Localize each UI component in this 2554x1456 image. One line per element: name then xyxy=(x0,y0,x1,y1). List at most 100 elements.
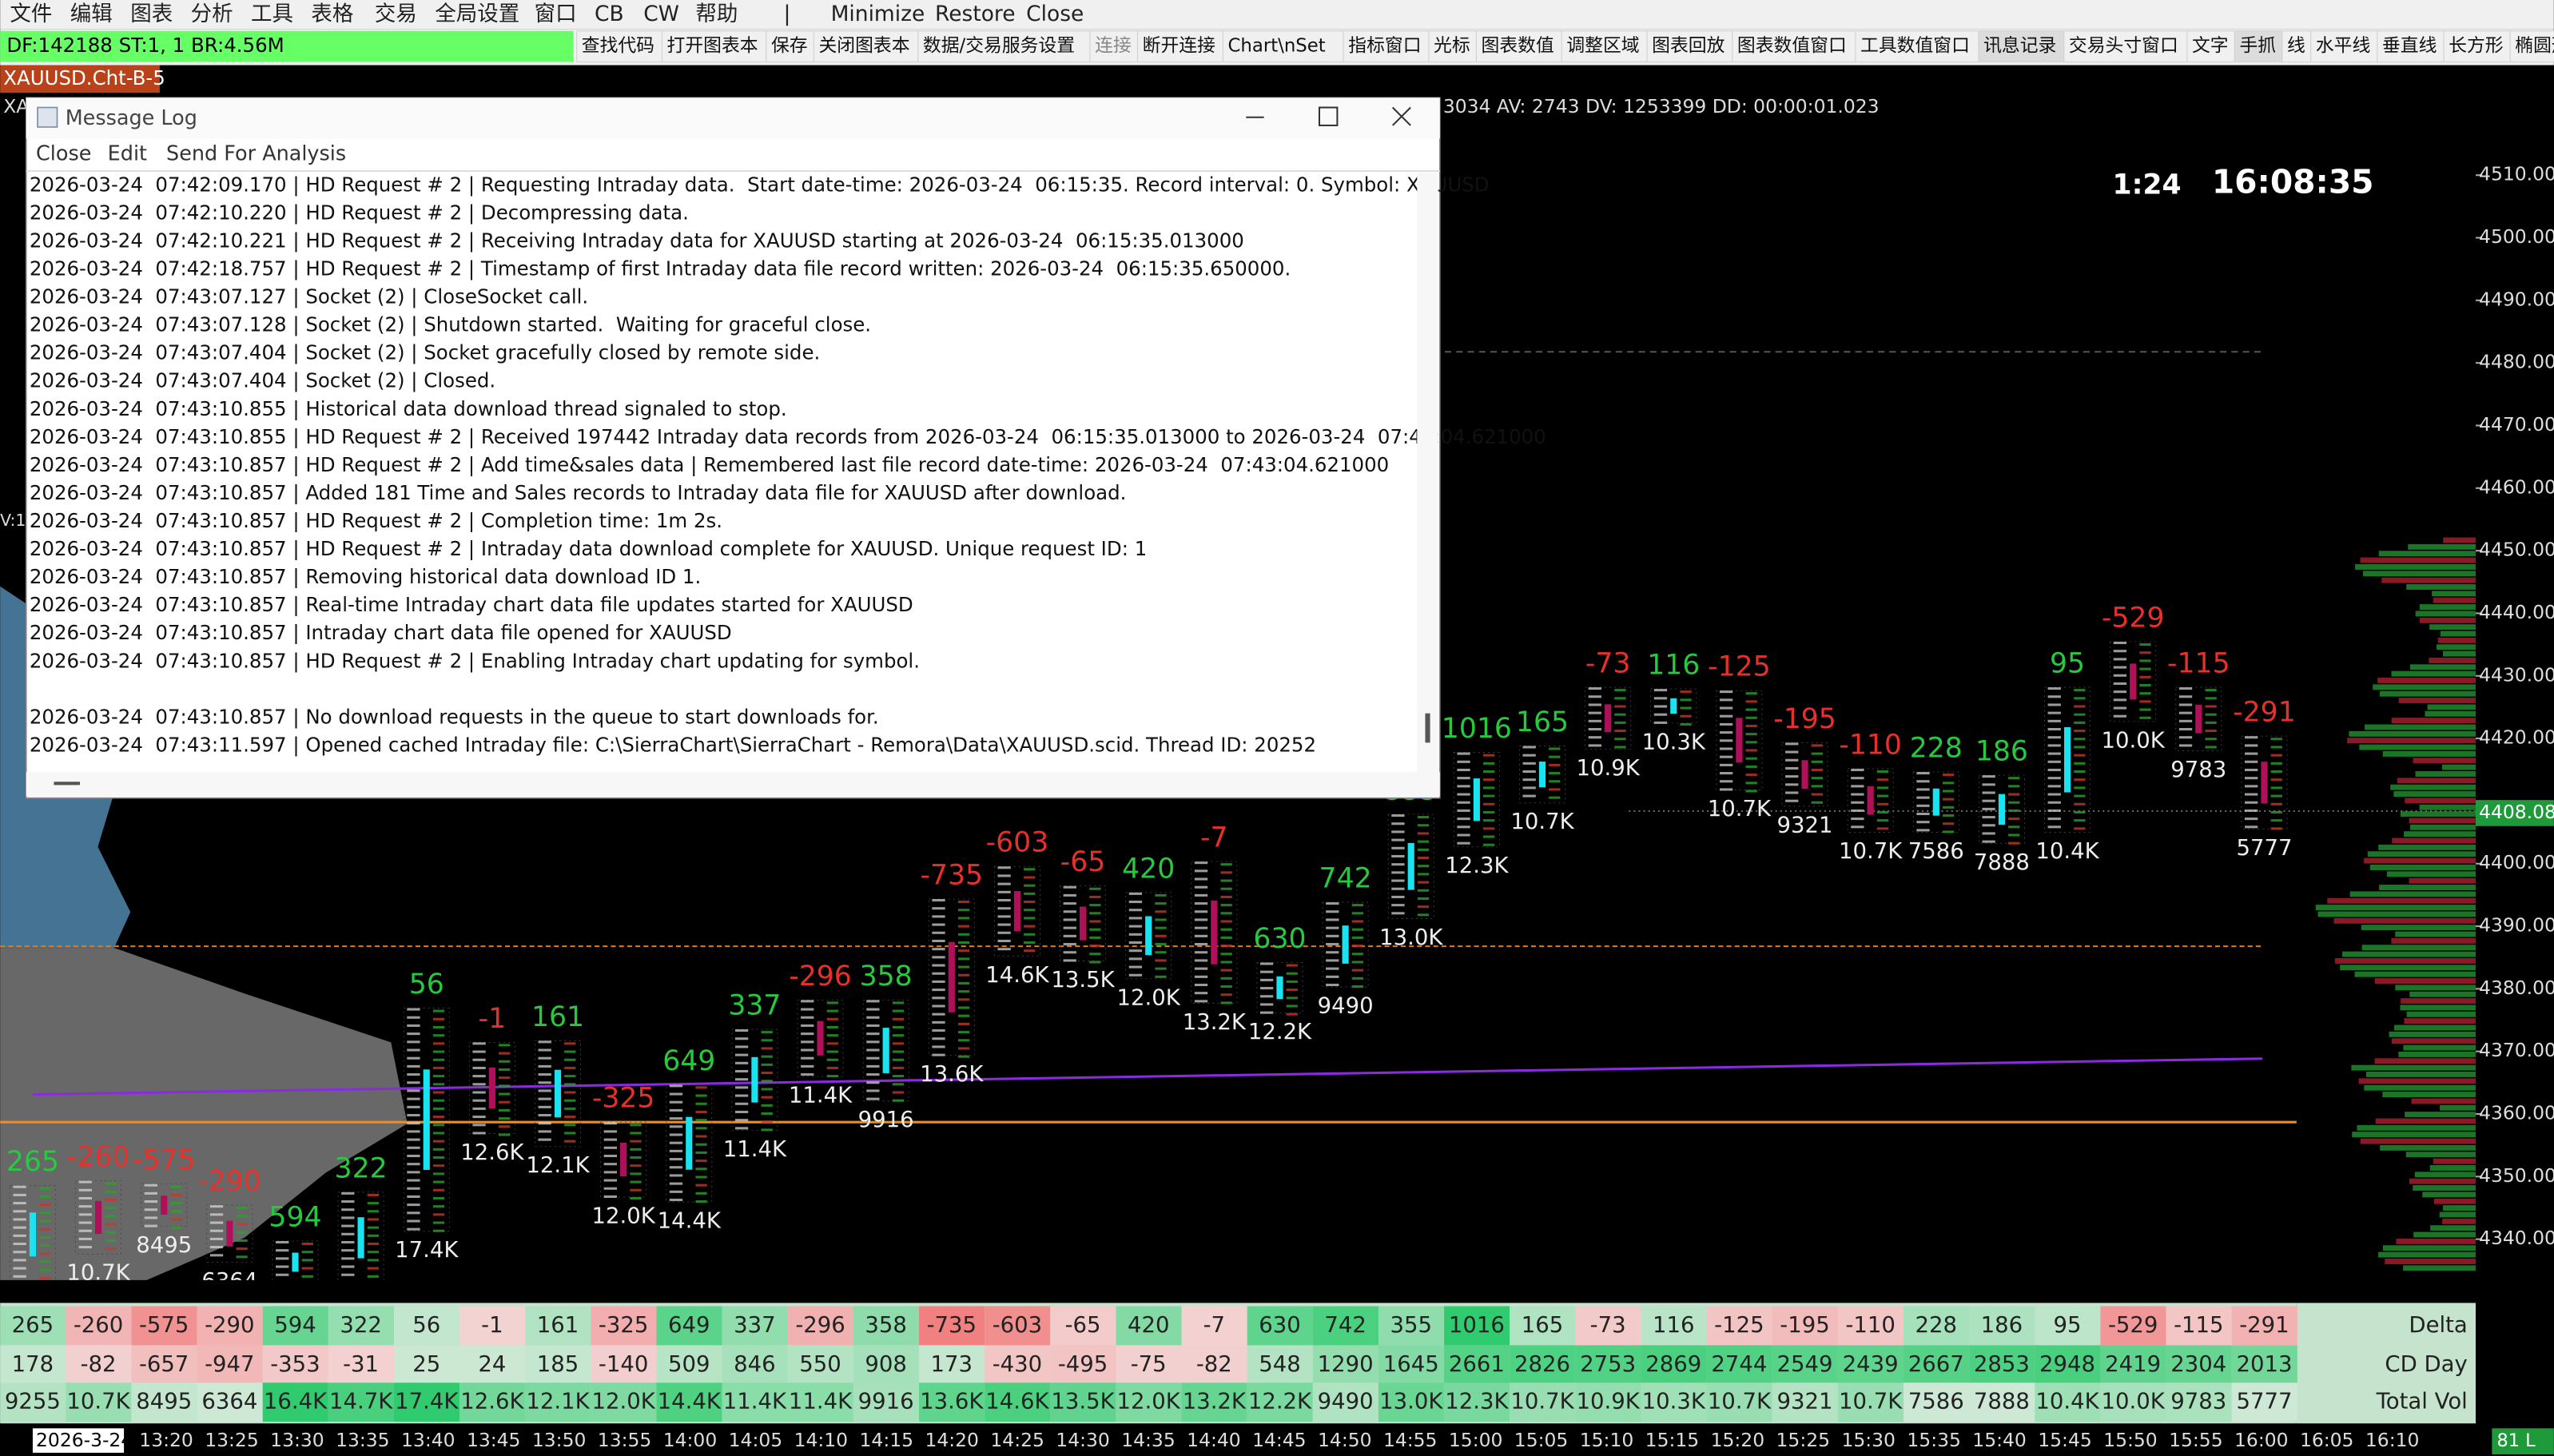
toolbar-button-label: 图表数值 xyxy=(1482,36,1554,57)
table-cell-text: 908 xyxy=(865,1351,907,1377)
toolbar-button[interactable] xyxy=(1561,30,1648,62)
log-menu-item[interactable]: Send For Analysis xyxy=(166,142,346,166)
footprint-cell xyxy=(472,1042,486,1045)
footprint-cell xyxy=(1063,885,1076,889)
menu-item[interactable]: Close xyxy=(1026,2,1084,26)
footprint-cell xyxy=(564,1124,576,1127)
menu-item[interactable]: CW xyxy=(643,2,679,26)
menu-item[interactable]: 窗口 xyxy=(535,2,577,26)
volume-profile-bar xyxy=(2363,571,2476,577)
volume-profile-bar xyxy=(2429,1165,2476,1171)
footprint-cell xyxy=(407,1008,420,1011)
footprint-cell xyxy=(2074,705,2086,708)
footprint xyxy=(1978,774,2025,845)
toolbar-button[interactable] xyxy=(2310,30,2378,62)
footprint-cell xyxy=(2047,719,2061,722)
toolbar-button[interactable] xyxy=(1475,30,1562,62)
volume-label: 10.7K xyxy=(1510,809,1574,834)
footprint-cell xyxy=(499,1060,511,1063)
toolbar-button[interactable] xyxy=(2443,30,2511,62)
time-label: 15:30 xyxy=(1841,1429,1896,1451)
footprint-cell xyxy=(1128,973,1143,977)
volume-label: 7586 xyxy=(1908,838,1964,864)
volume-label: 17.4K xyxy=(395,1237,459,1263)
footprint-cell xyxy=(407,1211,420,1215)
toolbar-button[interactable] xyxy=(2063,30,2188,62)
volume-profile-bar xyxy=(2360,557,2476,563)
toolbar-button-label: 光标 xyxy=(1434,36,1470,57)
footprint-cell xyxy=(1417,897,1430,901)
toolbar-button[interactable] xyxy=(813,30,919,62)
toolbar-button[interactable] xyxy=(766,30,814,62)
footprint-cell xyxy=(341,1249,355,1252)
toolbar-button[interactable] xyxy=(1646,30,1733,62)
toolbar-button[interactable] xyxy=(576,30,662,62)
footprint-cell xyxy=(866,1032,880,1036)
footprint-cell xyxy=(1982,840,1995,843)
footprint-cell xyxy=(1220,863,1232,866)
close-icon[interactable] xyxy=(1391,106,1411,126)
toolbar-button[interactable] xyxy=(2377,30,2445,62)
toolbar-button[interactable] xyxy=(1978,30,2065,62)
table-cell-text: -603 xyxy=(993,1312,1042,1338)
menu-item[interactable]: Restore xyxy=(935,2,1016,26)
toolbar-button[interactable] xyxy=(2509,30,2554,62)
log-line: 2026-03-24 07:43:10.857 | Removing histo… xyxy=(30,565,701,588)
toolbar-button[interactable] xyxy=(2186,30,2235,62)
footprint-cell xyxy=(1417,857,1430,860)
footprint-cell xyxy=(1391,846,1405,849)
menu-item[interactable]: CB xyxy=(595,2,624,26)
footprint-cell xyxy=(432,1034,445,1037)
toolbar-button[interactable] xyxy=(1343,30,1430,62)
footprint-cell xyxy=(932,1053,945,1056)
footprint-cell xyxy=(997,923,1011,926)
footprint-cell xyxy=(407,1171,420,1174)
toolbar-button[interactable] xyxy=(1732,30,1856,62)
footprint-cell xyxy=(1326,926,1339,929)
volume-profile-bar xyxy=(2390,784,2476,790)
candle xyxy=(1473,778,1480,821)
table-cell-text: -657 xyxy=(139,1351,189,1377)
toolbar-button[interactable] xyxy=(1222,30,1344,62)
menu-item[interactable]: 帮助 xyxy=(695,2,738,26)
toolbar-button[interactable] xyxy=(2281,30,2312,62)
volume-profile-bar xyxy=(2377,678,2476,683)
menu-item[interactable]: 表格 xyxy=(311,2,353,26)
footprint-cell xyxy=(761,1072,773,1075)
menu-item[interactable]: 交易 xyxy=(375,2,417,26)
footprint-cell xyxy=(669,1125,683,1128)
table-cell-text: 14.6K xyxy=(985,1389,1049,1414)
table-cell-text: 265 xyxy=(12,1312,54,1338)
menu-item[interactable]: 分析 xyxy=(191,2,233,26)
footprint-cell xyxy=(1220,969,1232,972)
menu-item[interactable]: 全局设置 xyxy=(435,2,519,26)
footprint-cell xyxy=(538,1097,551,1100)
menu-item[interactable]: 文件 xyxy=(10,2,52,26)
volume-label: 11.4K xyxy=(789,1083,853,1108)
footprint-cell xyxy=(39,1187,51,1190)
menu-item[interactable]: 工具 xyxy=(251,2,293,26)
time-label: 15:25 xyxy=(1776,1429,1831,1451)
toolbar-button[interactable] xyxy=(1137,30,1223,62)
volume-profile-bar xyxy=(2391,1038,2476,1044)
footprint xyxy=(10,1185,56,1280)
menu-item[interactable]: 图表 xyxy=(130,2,173,26)
menu-item[interactable]: 编辑 xyxy=(70,2,113,26)
menu-item[interactable]: Minimize xyxy=(831,2,925,26)
table-cell xyxy=(2166,1306,2232,1346)
log-menu-item[interactable]: Edit xyxy=(108,142,147,166)
footprint-cell xyxy=(407,1114,420,1117)
footprint-cell xyxy=(432,1091,445,1094)
toolbar-button[interactable] xyxy=(1089,30,1139,62)
log-menu-item[interactable]: Close xyxy=(36,142,91,166)
toolbar-button[interactable] xyxy=(1855,30,1979,62)
toolbar-button[interactable] xyxy=(661,30,767,62)
table-cell xyxy=(656,1345,722,1385)
toolbar-button[interactable] xyxy=(2234,30,2283,62)
footprint-cell xyxy=(1588,744,1601,747)
log-scroll-thumb[interactable] xyxy=(1425,713,1430,743)
table-cell xyxy=(1444,1382,1510,1422)
volume-profile-bar xyxy=(2433,597,2476,603)
maximize-icon[interactable] xyxy=(1318,106,1339,126)
toolbar-button[interactable] xyxy=(1428,30,1477,62)
